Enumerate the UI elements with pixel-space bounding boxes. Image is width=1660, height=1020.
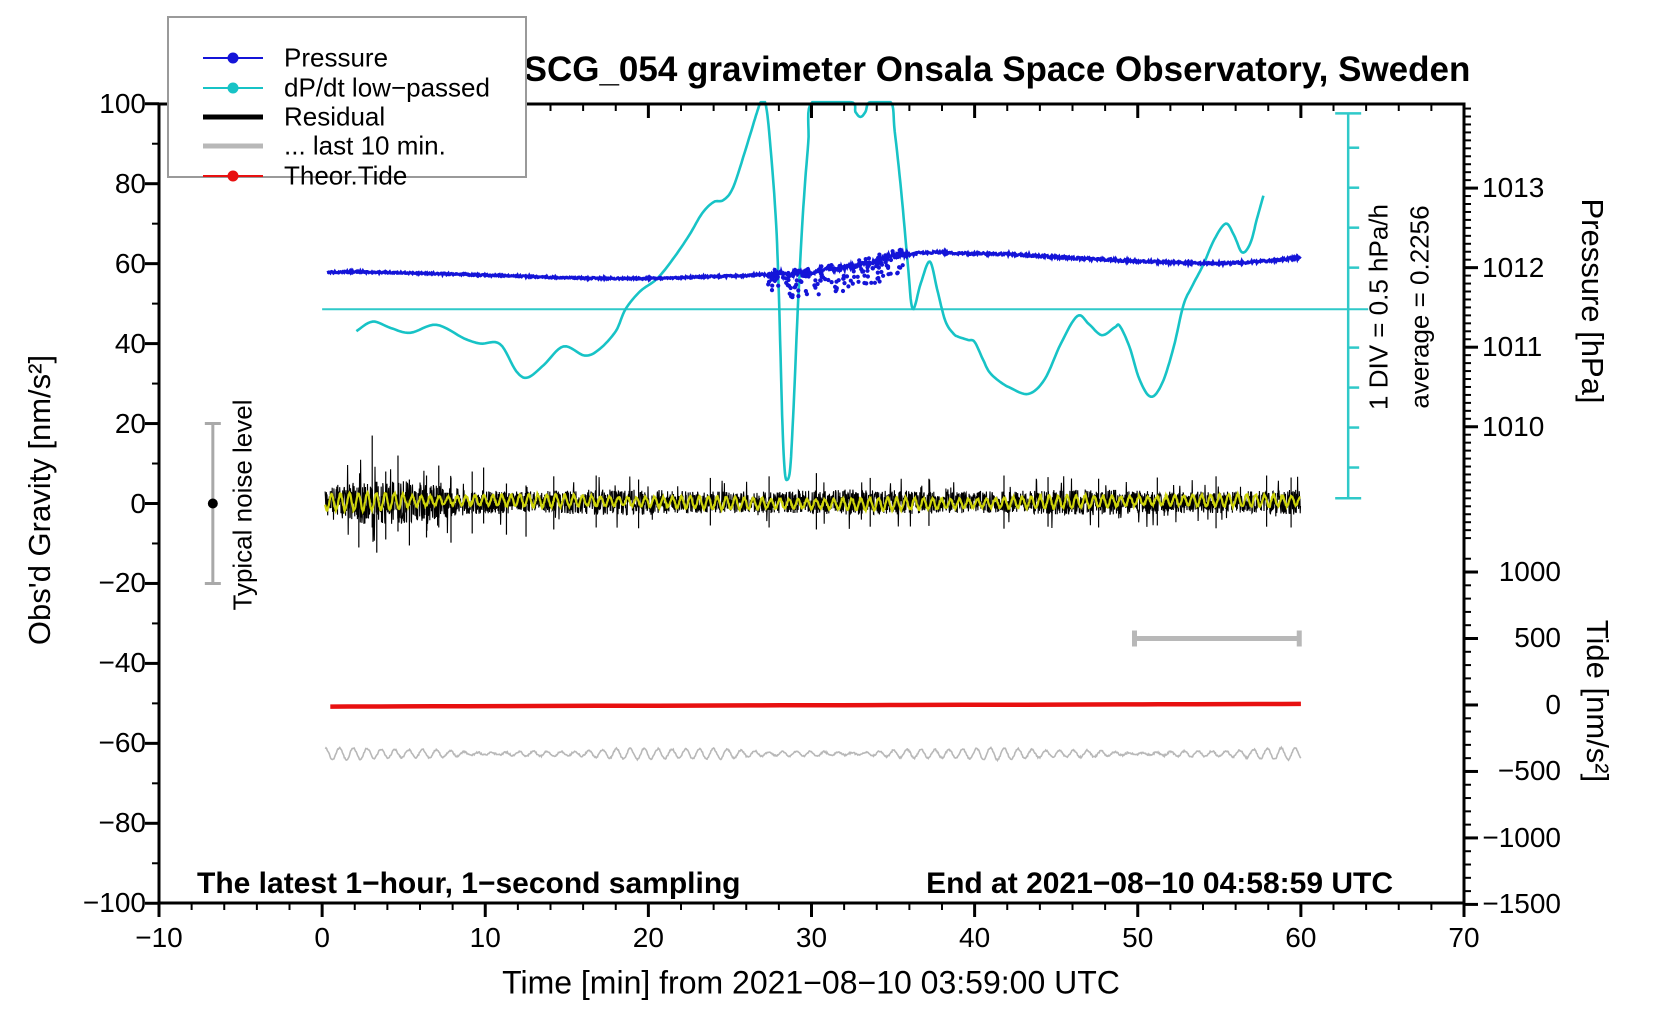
legend-item-label: ... last 10 min. [284, 130, 446, 161]
gravity-tick-label: −40 [98, 647, 147, 679]
gravity-tick-label: 100 [99, 87, 146, 119]
x-axis-label: Time [min] from 2021−08−10 03:59:00 UTC [502, 964, 1120, 1001]
pressure-tick-label: 1013 [1482, 172, 1545, 204]
legend-line-sample [203, 143, 263, 149]
x-tick-label: 10 [469, 922, 501, 953]
gravity-tick-label: 0 [130, 487, 146, 519]
gravity-tick-label: 80 [114, 167, 146, 199]
legend-marker-dot [227, 52, 239, 64]
series-last10min [324, 745, 1302, 763]
tide-axis-label: Tide [nm/s²] [1580, 619, 1615, 783]
tide-tick-label: 500 [1514, 622, 1561, 654]
legend-marker-dot [227, 170, 239, 182]
legend-item-label: Theor.Tide [284, 160, 408, 191]
tide-tick-label: 0 [1545, 688, 1561, 720]
noise-level-annotation: Typical noise level [227, 399, 258, 611]
legend-item-label: dP/dt low−passed [284, 72, 490, 103]
tide-tick-label: −500 [1497, 755, 1561, 787]
gravity-tick-label: 40 [114, 327, 146, 359]
x-tick-label: 60 [1285, 922, 1317, 953]
gravity-tick-label: −60 [98, 727, 147, 759]
series-pressure [326, 247, 1302, 283]
x-tick-label: 0 [314, 922, 330, 953]
tide-tick-label: −1000 [1482, 821, 1561, 853]
plot-area [145, 100, 1478, 917]
pressure-tick-label: 1011 [1482, 331, 1543, 363]
pressure-tick-label: 1010 [1482, 410, 1545, 442]
x-tick-label: 50 [1122, 922, 1154, 953]
end-time-annotation: End at 2021−08−10 04:58:59 UTC [926, 867, 1393, 900]
series-dpdt [355, 100, 1265, 482]
plot-frame [145, 102, 1478, 917]
pressure-scatter [766, 247, 905, 300]
gravity-tick-label: 20 [114, 407, 146, 439]
legend-item-label: Residual [284, 101, 386, 132]
div-scale-annotation: 1 DIV = 0.5 hPa/h [1363, 204, 1394, 410]
x-tick-label: 70 [1448, 922, 1480, 953]
tide-tick-label: 1000 [1498, 556, 1561, 588]
x-tick-label: 40 [959, 922, 991, 953]
legend: Pressure dP/dt low−passed Residual... last… [167, 16, 527, 191]
pressure-axis-label: Pressure [hPa] [1575, 198, 1610, 404]
pressure-tick-label: 1012 [1482, 251, 1545, 283]
series-theor-tide [330, 701, 1301, 709]
sampling-annotation: The latest 1−hour, 1−second sampling [197, 867, 741, 900]
x-tick-label: 20 [632, 922, 664, 953]
average-annotation: average = 0.2256 [1404, 205, 1435, 409]
legend-item-label: Pressure [284, 42, 389, 73]
x-tick-label: −10 [135, 922, 183, 953]
gravity-tick-label: −20 [98, 567, 147, 599]
gravity-tick-label: −100 [82, 887, 146, 919]
legend-marker-dot [227, 82, 239, 94]
gravity-axis-label: Obs'd Gravity [nm/s²] [22, 354, 57, 646]
x-tick-label: 30 [795, 922, 828, 953]
gravity-tick-label: −80 [98, 807, 147, 839]
gravity-tick-label: 60 [114, 247, 146, 279]
series-residual-smooth [324, 489, 1301, 516]
legend-line-sample [203, 114, 263, 120]
tide-tick-label: −1500 [1482, 888, 1561, 920]
plot-title: SCG_054 gravimeter Onsala Space Observat… [523, 50, 1471, 89]
